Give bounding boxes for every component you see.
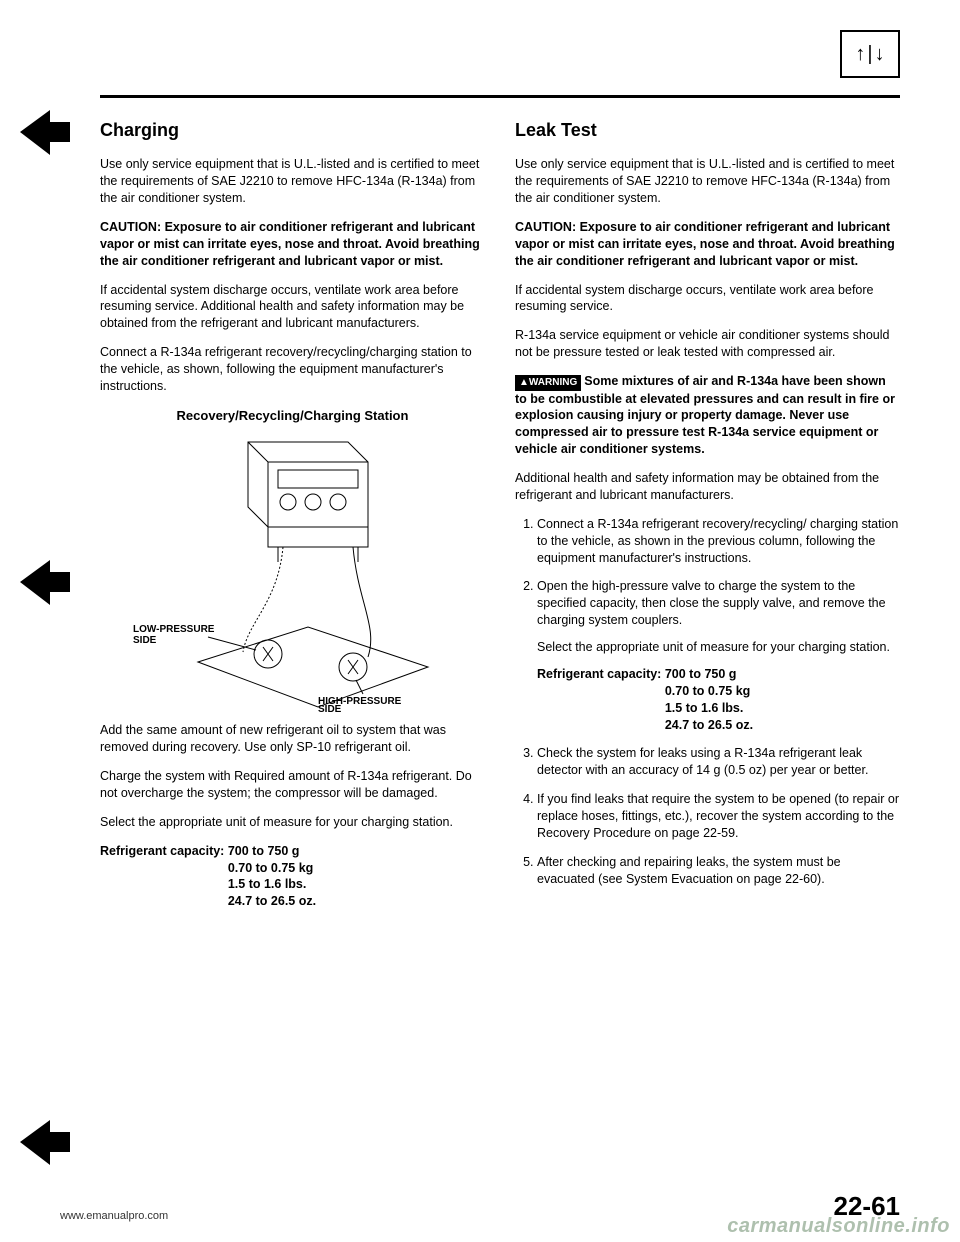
cap-val: 1.5 to 1.6 lbs.	[228, 877, 307, 891]
side-tab-bottom	[20, 1120, 70, 1165]
charging-p5: Charge the system with Required amount o…	[100, 768, 485, 802]
side-tab-top	[20, 110, 70, 155]
left-capacity-block: Refrigerant capacity: 700 to 750 g 0.70 …	[100, 843, 485, 911]
left-column: Charging Use only service equipment that…	[100, 118, 485, 922]
charging-p6: Select the appropriate unit of measure f…	[100, 814, 485, 831]
warning-badge-icon: ▲WARNING	[515, 375, 581, 391]
step-2: Open the high-pressure valve to charge t…	[537, 578, 900, 733]
charging-p1: Use only service equipment that is U.L.-…	[100, 156, 485, 207]
step-3: Check the system for leaks using a R-134…	[537, 745, 900, 779]
figure-title: Recovery/Recycling/Charging Station	[100, 407, 485, 425]
leak-p4: Additional health and safety information…	[515, 470, 900, 504]
leak-p1: Use only service equipment that is U.L.-…	[515, 156, 900, 207]
leak-p2: If accidental system discharge occurs, v…	[515, 282, 900, 316]
right-capacity-values: 700 to 750 g 0.70 to 0.75 kg 1.5 to 1.6 …	[665, 666, 753, 734]
cap-val: 0.70 to 0.75 kg	[665, 684, 750, 698]
leak-warning: ▲WARNINGSome mixtures of air and R-134a …	[515, 373, 900, 458]
cap-val: 700 to 750 g	[665, 667, 737, 681]
step-1: Connect a R-134a refrigerant recovery/re…	[537, 516, 900, 567]
step-2-main: Open the high-pressure valve to charge t…	[537, 579, 886, 627]
arrow-down-icon: ↓	[875, 43, 885, 66]
leak-caution: CAUTION: Exposure to air conditioner ref…	[515, 219, 900, 270]
charging-caution: CAUTION: Exposure to air conditioner ref…	[100, 219, 485, 270]
step-4: If you find leaks that require the syste…	[537, 791, 900, 842]
side-tab-mid	[20, 560, 70, 605]
watermark: carmanualsonline.info	[727, 1215, 950, 1238]
svg-text:SIDE: SIDE	[133, 635, 157, 646]
cap-val: 700 to 750 g	[228, 844, 300, 858]
divider-icon: |	[867, 43, 872, 66]
charging-p4: Add the same amount of new refrigerant o…	[100, 722, 485, 756]
right-capacity-block: Refrigerant capacity: 700 to 750 g 0.70 …	[537, 666, 900, 734]
header-icon: ↑ | ↓	[840, 30, 900, 78]
cap-val: 0.70 to 0.75 kg	[228, 861, 313, 875]
leak-p3: R-134a service equipment or vehicle air …	[515, 327, 900, 361]
leak-steps: Connect a R-134a refrigerant recovery/re…	[515, 516, 900, 888]
svg-text:SIDE: SIDE	[318, 704, 342, 712]
cap-val: 1.5 to 1.6 lbs.	[665, 701, 744, 715]
leaktest-heading: Leak Test	[515, 118, 900, 142]
cap-val: 24.7 to 26.5 oz.	[665, 718, 753, 732]
step-2-extra: Select the appropriate unit of measure f…	[537, 639, 900, 656]
header-rule	[100, 95, 900, 98]
footer-url: www.emanualpro.com	[60, 1210, 168, 1222]
left-capacity-label: Refrigerant capacity:	[100, 843, 224, 860]
left-capacity-values: 700 to 750 g 0.70 to 0.75 kg 1.5 to 1.6 …	[228, 843, 316, 911]
svg-text:LOW-PRESSURE: LOW-PRESSURE	[133, 624, 215, 635]
charging-p2: If accidental system discharge occurs, v…	[100, 282, 485, 333]
cap-val: 24.7 to 26.5 oz.	[228, 894, 316, 908]
right-column: Leak Test Use only service equipment tha…	[515, 118, 900, 922]
right-capacity-label: Refrigerant capacity:	[537, 666, 661, 683]
charging-p3: Connect a R-134a refrigerant recovery/re…	[100, 344, 485, 395]
arrow-up-icon: ↑	[855, 43, 865, 66]
step-5: After checking and repairing leaks, the …	[537, 854, 900, 888]
charging-heading: Charging	[100, 118, 485, 142]
charging-station-figure: LOW-PRESSURE SIDE HIGH-PRESSURE SIDE	[128, 432, 458, 712]
